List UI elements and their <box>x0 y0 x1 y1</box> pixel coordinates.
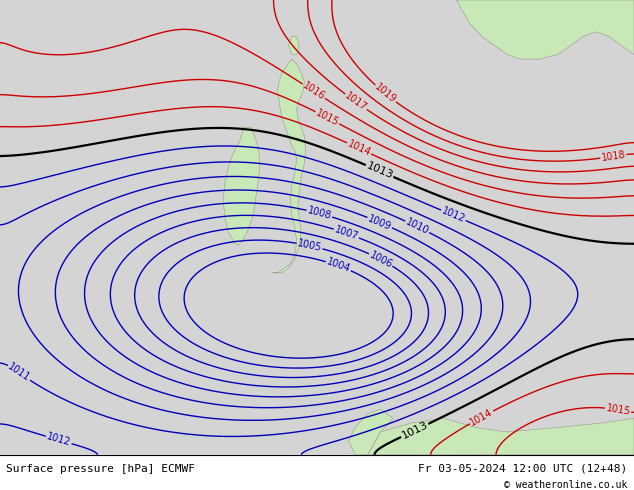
Text: 1008: 1008 <box>306 205 332 221</box>
Text: 1016: 1016 <box>301 80 327 102</box>
Text: 1018: 1018 <box>600 149 626 163</box>
Text: 1010: 1010 <box>404 217 430 237</box>
Text: 1009: 1009 <box>366 213 393 232</box>
Text: © weatheronline.co.uk: © weatheronline.co.uk <box>504 480 628 490</box>
Text: 1013: 1013 <box>365 161 394 181</box>
Polygon shape <box>273 59 306 273</box>
Polygon shape <box>456 0 634 59</box>
Text: Surface pressure [hPa] ECMWF: Surface pressure [hPa] ECMWF <box>6 464 195 474</box>
Text: 1012: 1012 <box>46 432 72 448</box>
Polygon shape <box>368 418 634 455</box>
Polygon shape <box>223 127 260 245</box>
Text: 1004: 1004 <box>325 257 352 275</box>
Polygon shape <box>349 409 393 455</box>
Text: 1015: 1015 <box>314 108 340 128</box>
Text: 1012: 1012 <box>440 206 467 225</box>
Text: 1006: 1006 <box>368 249 394 270</box>
Text: 1015: 1015 <box>605 403 631 417</box>
Text: 1005: 1005 <box>297 238 323 253</box>
Polygon shape <box>0 0 634 455</box>
Text: 1011: 1011 <box>6 362 32 384</box>
Text: 1007: 1007 <box>333 224 359 242</box>
Text: 1019: 1019 <box>373 82 398 105</box>
Text: 1017: 1017 <box>343 91 369 113</box>
Text: 1014: 1014 <box>469 407 495 428</box>
Polygon shape <box>288 36 299 54</box>
Text: 1014: 1014 <box>346 139 372 158</box>
Text: Fr 03-05-2024 12:00 UTC (12+48): Fr 03-05-2024 12:00 UTC (12+48) <box>418 464 628 474</box>
Text: 1013: 1013 <box>400 420 429 441</box>
